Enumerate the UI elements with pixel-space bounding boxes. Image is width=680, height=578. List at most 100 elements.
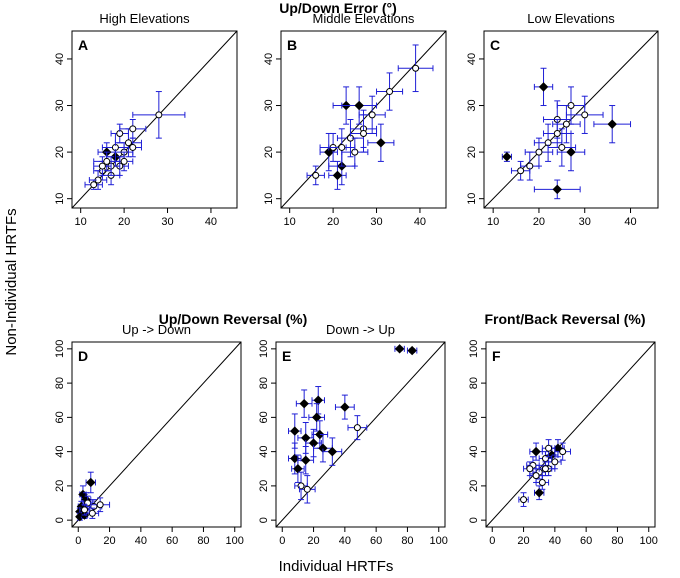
data-point bbox=[376, 72, 404, 111]
y-tick-label: 100 bbox=[258, 340, 270, 358]
data-point bbox=[565, 95, 604, 134]
marker-open-circle bbox=[559, 448, 567, 456]
y-tick-label: 20 bbox=[263, 146, 275, 158]
marker-open-circle bbox=[129, 143, 137, 151]
panel-letter: D bbox=[78, 348, 88, 364]
data-point bbox=[533, 179, 581, 200]
y-tick-label: 80 bbox=[468, 377, 480, 389]
marker-open-circle bbox=[98, 162, 106, 170]
panel-letter: A bbox=[78, 37, 88, 53]
data-point bbox=[119, 119, 147, 139]
y-tick-label: 40 bbox=[468, 446, 480, 458]
data-point bbox=[311, 386, 326, 415]
marker-filled-diamond bbox=[299, 398, 309, 409]
marker-filled-diamond bbox=[607, 119, 617, 129]
x-tick-label: 10 bbox=[487, 216, 499, 228]
marker-filled-diamond bbox=[290, 426, 300, 436]
marker-open-circle bbox=[545, 444, 553, 452]
panel-subtitle: High Elevations bbox=[99, 11, 190, 26]
x-tick-label: 40 bbox=[624, 216, 636, 228]
marker-open-circle bbox=[532, 472, 540, 480]
data-point bbox=[534, 485, 545, 501]
y-tick-label: 100 bbox=[54, 340, 66, 358]
marker-open-circle bbox=[312, 171, 320, 179]
x-tick-label: 100 bbox=[640, 535, 658, 547]
identity-line bbox=[71, 341, 242, 528]
x-tick-label: 80 bbox=[197, 535, 209, 547]
x-tick-label: 0 bbox=[75, 535, 81, 547]
y-tick-label: 80 bbox=[54, 377, 66, 389]
marker-filled-diamond bbox=[502, 152, 512, 162]
marker-open-circle bbox=[360, 129, 367, 137]
y-tick-label: 80 bbox=[258, 377, 270, 389]
x-tick-label: 40 bbox=[135, 535, 147, 547]
group-title-updown-reversal: Up/Down Reversal (%) bbox=[159, 311, 308, 327]
marker-open-circle bbox=[155, 111, 163, 119]
x-tick-label: 40 bbox=[549, 535, 561, 547]
panel-A: 10 10 20 20 30 30 40 40 A High Elevations bbox=[54, 11, 238, 228]
marker-open-circle bbox=[303, 485, 311, 493]
panel-letter: E bbox=[282, 348, 291, 364]
x-tick-label: 20 bbox=[103, 535, 115, 547]
y-tick-label: 40 bbox=[466, 53, 478, 65]
marker-filled-diamond bbox=[324, 147, 334, 157]
data-point bbox=[538, 461, 553, 477]
marker-open-circle bbox=[535, 148, 543, 156]
data-point bbox=[394, 344, 405, 354]
data-point bbox=[328, 128, 356, 167]
marker-filled-diamond bbox=[534, 488, 544, 498]
y-tick-label: 20 bbox=[54, 146, 66, 158]
marker-open-circle bbox=[124, 139, 132, 147]
x-tick-label: 20 bbox=[118, 216, 130, 228]
panel-subtitle: Middle Elevations bbox=[313, 11, 415, 26]
marker-open-circle bbox=[526, 465, 534, 473]
y-axis-label: Non-Individual HRTFs bbox=[3, 208, 20, 355]
marker-filled-diamond bbox=[566, 147, 576, 157]
marker-open-circle bbox=[338, 143, 346, 151]
y-tick-label: 30 bbox=[263, 99, 275, 111]
data-point bbox=[556, 86, 586, 125]
x-tick-label: 30 bbox=[370, 216, 382, 228]
x-tick-label: 30 bbox=[579, 216, 591, 228]
plot-frame bbox=[71, 30, 238, 209]
panel-F: 0 0 20 20 40 40 60 60 80 80 100 100 F bbox=[468, 340, 658, 547]
data-point bbox=[85, 507, 100, 519]
data-point bbox=[298, 475, 316, 504]
plot-frame bbox=[275, 341, 446, 528]
x-tick-label: 10 bbox=[284, 216, 296, 228]
data-point bbox=[510, 160, 531, 181]
marker-filled-diamond bbox=[407, 345, 417, 356]
marker-open-circle bbox=[103, 157, 111, 165]
data-point bbox=[520, 151, 540, 181]
marker-open-circle bbox=[412, 64, 420, 72]
x-tick-label: 40 bbox=[414, 216, 426, 228]
data-point bbox=[548, 454, 562, 470]
data-point bbox=[132, 91, 186, 139]
data-point bbox=[341, 86, 378, 125]
marker-filled-diamond bbox=[313, 395, 323, 405]
data-point bbox=[85, 471, 96, 494]
data-point bbox=[306, 165, 325, 186]
x-tick-label: 40 bbox=[205, 216, 217, 228]
y-tick-label: 10 bbox=[54, 193, 66, 205]
data-point bbox=[308, 403, 326, 432]
plot-frame bbox=[280, 30, 447, 209]
x-tick-label: 20 bbox=[327, 216, 339, 228]
y-tick-label: 40 bbox=[258, 446, 270, 458]
data-point bbox=[547, 128, 577, 167]
marker-filled-diamond bbox=[531, 446, 541, 457]
data-point bbox=[523, 461, 537, 477]
y-tick-label: 40 bbox=[54, 446, 66, 458]
panels-group: 10 10 20 20 30 30 40 40 A High Elevations 10 10 20 20… bbox=[54, 11, 659, 547]
marker-open-circle bbox=[553, 129, 561, 137]
marker-filled-diamond bbox=[340, 402, 350, 412]
data-point bbox=[93, 151, 121, 172]
y-tick-label: 20 bbox=[258, 480, 270, 492]
marker-filled-diamond bbox=[315, 429, 325, 440]
x-tick-label: 20 bbox=[307, 535, 319, 547]
marker-filled-diamond bbox=[552, 184, 562, 195]
marker-open-circle bbox=[81, 506, 89, 514]
data-point bbox=[397, 44, 434, 93]
y-tick-label: 10 bbox=[466, 193, 478, 205]
data-point bbox=[406, 345, 418, 356]
